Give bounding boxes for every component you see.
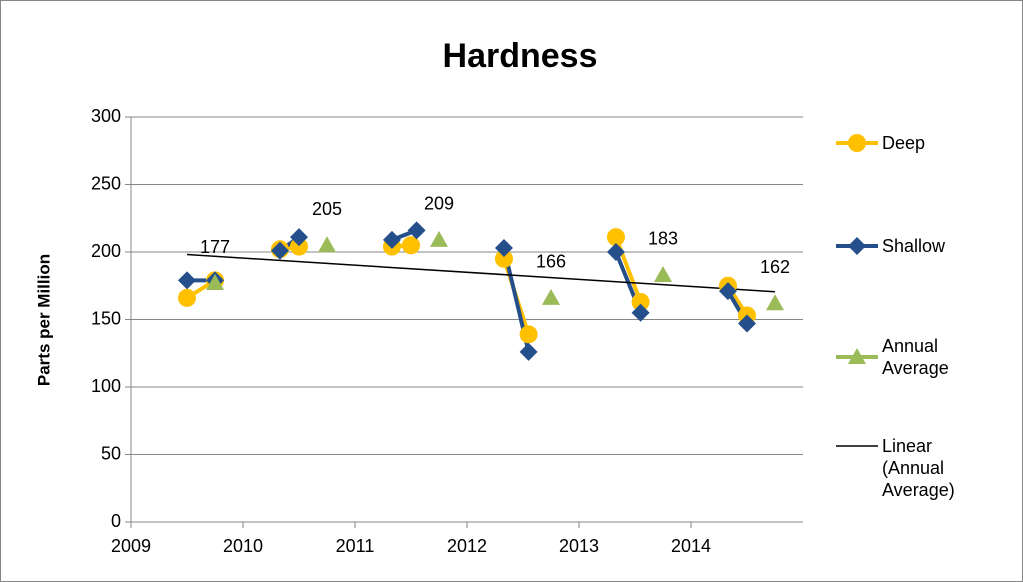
y-tick-label: 200 [91, 241, 121, 261]
x-tick-label: 2013 [559, 536, 599, 556]
marker [430, 230, 448, 247]
marker [718, 282, 737, 301]
legend-label: Deep [882, 133, 926, 153]
marker [519, 325, 538, 344]
data-label: 205 [312, 199, 342, 219]
data-label: 177 [200, 237, 230, 257]
trendline [186, 253, 776, 293]
marker [407, 221, 426, 240]
marker [206, 274, 224, 291]
data-label: 209 [424, 194, 454, 214]
series-line [187, 228, 749, 353]
y-tick-label: 100 [91, 376, 121, 396]
y-axis-label: Parts per Million [34, 254, 53, 386]
marker [178, 271, 196, 290]
data-label: 183 [648, 229, 678, 249]
legend-marker [848, 237, 866, 255]
x-tick-label: 2010 [223, 536, 263, 556]
y-tick-label: 250 [91, 173, 121, 193]
marker [494, 238, 513, 257]
data-label: 166 [536, 252, 566, 272]
marker [631, 303, 650, 322]
marker [519, 342, 538, 361]
marker [178, 288, 196, 307]
x-tick-label: 2011 [336, 536, 375, 556]
x-tick-label: 2014 [671, 536, 711, 556]
marker [631, 292, 650, 311]
marker [382, 230, 401, 249]
marker [766, 294, 784, 311]
y-tick-label: 150 [91, 308, 121, 328]
y-tick-label: 0 [111, 511, 121, 531]
x-tick-label: 2012 [447, 536, 487, 556]
marker [542, 288, 560, 305]
marker [270, 241, 289, 260]
legend-marker [848, 134, 866, 152]
y-tick-label: 50 [101, 443, 121, 463]
legend-label: Linear (Annual Average) [882, 436, 955, 500]
marker [494, 249, 513, 268]
data-label: 162 [760, 257, 790, 277]
y-tick-label: 300 [91, 106, 121, 126]
marker [654, 265, 672, 282]
legend-marker [848, 348, 866, 364]
chart-title: Hardness [443, 37, 598, 75]
marker [606, 243, 625, 261]
marker [318, 236, 336, 253]
marker [290, 228, 308, 247]
legend-label: Shallow [882, 236, 946, 256]
legend-label: Annual Average [882, 336, 949, 378]
marker [290, 237, 308, 256]
marker [738, 314, 756, 333]
marker [606, 228, 625, 247]
marker [402, 236, 420, 255]
x-tick-label: 2009 [111, 536, 151, 556]
